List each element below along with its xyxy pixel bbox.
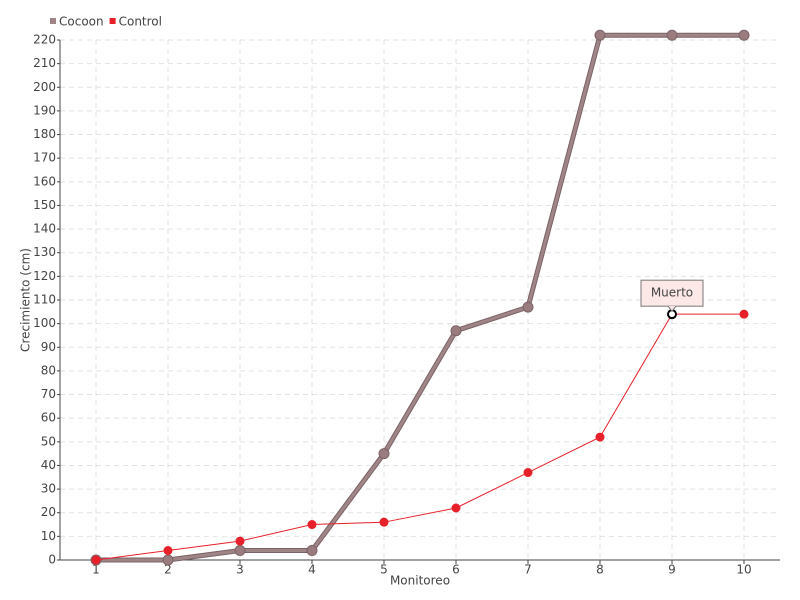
point (235, 536, 245, 546)
x-tick-label: 5 (380, 563, 388, 577)
x-tick-label: 9 (668, 563, 676, 577)
y-tick-label: 140 (33, 222, 56, 236)
y-tick-label: 10 (41, 529, 56, 543)
legend-swatch (109, 18, 116, 24)
y-tick-label: 130 (33, 245, 56, 259)
y-tick-label: 170 (33, 151, 56, 165)
line (95, 313, 744, 561)
point (378, 448, 390, 460)
point (594, 29, 606, 41)
y-tick-label: 90 (41, 340, 56, 354)
x-tick-label: 6 (452, 563, 460, 577)
legend-label: Cocoon (59, 15, 104, 29)
legend-item: Cocoon (50, 15, 104, 29)
point (450, 325, 462, 337)
y-tick-label: 70 (41, 387, 56, 401)
point (307, 520, 317, 530)
y-tick-label: 150 (33, 198, 56, 212)
annotation-pointer (667, 305, 677, 312)
y-tick-label: 200 (33, 80, 56, 94)
point (234, 545, 246, 557)
x-tick-label: 8 (596, 563, 604, 577)
point (379, 517, 389, 527)
point (595, 432, 605, 442)
y-tick-label: 190 (33, 103, 56, 117)
x-tick-label: 7 (524, 563, 532, 577)
y-tick-label: 50 (41, 434, 56, 448)
y-axis-title: Crecimiento (cm) (19, 248, 33, 352)
legend-label: Control (119, 15, 162, 29)
y-tick-label: 40 (41, 458, 56, 472)
point (739, 309, 749, 319)
y-tick-label: 180 (33, 127, 56, 141)
annotation: Muerto (651, 286, 693, 300)
x-tick-label: 10 (736, 563, 751, 577)
x-axis-title: Monitoreo (390, 574, 450, 588)
point (666, 29, 678, 41)
y-tick-label: 20 (41, 505, 56, 519)
x-tick-label: 3 (236, 563, 244, 577)
point (522, 301, 534, 313)
x-tick-label: 1 (92, 563, 100, 577)
y-tick-label: 210 (33, 56, 56, 70)
point (451, 503, 461, 513)
y-tick-label: 80 (41, 363, 56, 377)
annotation-box (640, 279, 704, 307)
point (523, 468, 533, 478)
line (96, 33, 744, 562)
y-tick-label: 30 (41, 482, 56, 496)
y-tick-label: 0 (48, 553, 56, 567)
legend-item: Control (109, 15, 162, 29)
point (306, 545, 318, 557)
y-tick-label: 220 (33, 33, 56, 47)
y-tick-label: 160 (33, 174, 56, 188)
y-tick-label: 60 (41, 411, 56, 425)
x-tick-label: 2 (164, 563, 172, 577)
y-tick-label: 120 (33, 269, 56, 283)
x-tick-label: 4 (308, 563, 316, 577)
legend-swatch (50, 18, 56, 24)
point (738, 29, 750, 41)
y-tick-label: 100 (33, 316, 56, 330)
point (91, 555, 101, 565)
y-tick-label: 110 (33, 293, 56, 307)
point (163, 546, 173, 556)
point (162, 554, 174, 566)
